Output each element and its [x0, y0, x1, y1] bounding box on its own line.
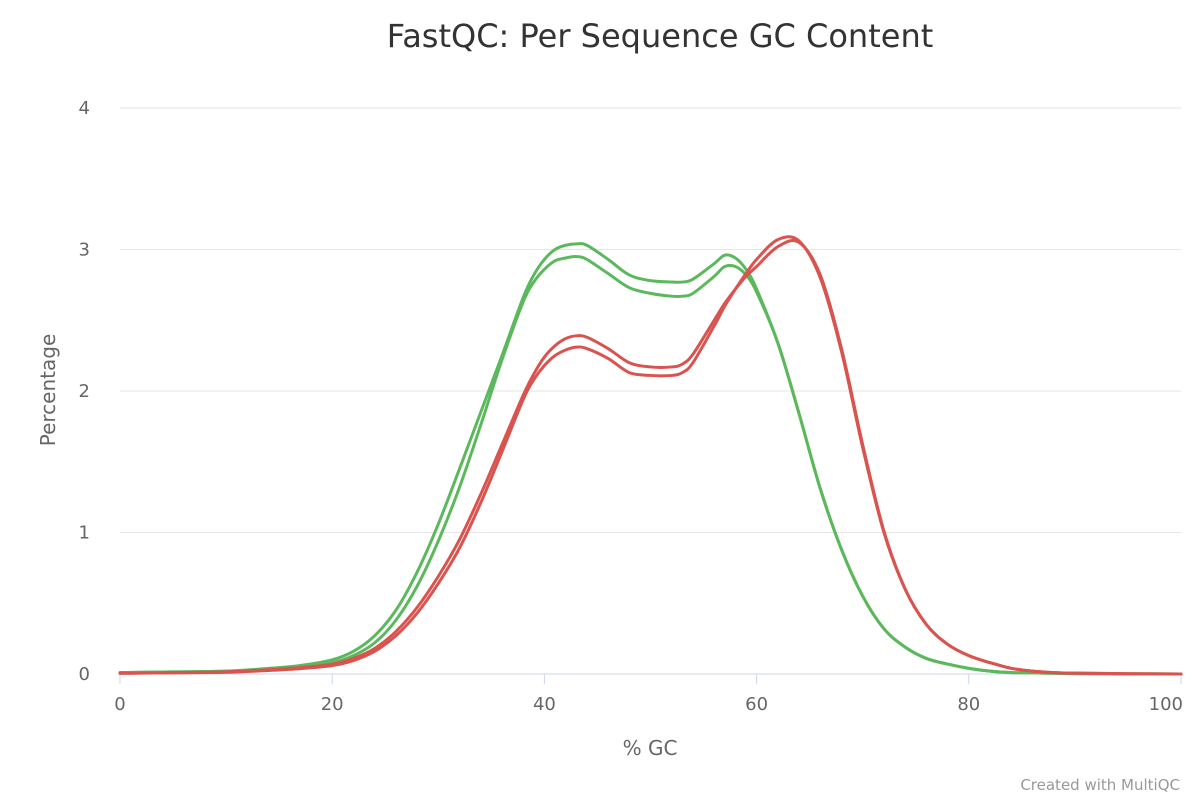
x-tick-label: 40 — [533, 694, 556, 715]
y-tick-label: 3 — [79, 240, 90, 261]
gridlines — [120, 107, 1181, 533]
x-axis-ticks: 0 20 40 60 80 100 — [114, 674, 1183, 715]
y-axis-ticks: 0 1 2 3 4 — [79, 98, 90, 685]
y-tick-label: 1 — [79, 523, 90, 544]
series-line-4[interactable] — [118, 235, 1183, 676]
y-tick-label: 0 — [79, 664, 90, 685]
series-line-1[interactable] — [118, 242, 1183, 676]
y-axis-label: Percentage — [36, 334, 60, 447]
x-tick-label: 80 — [957, 694, 980, 715]
x-tick-label: 100 — [1149, 694, 1183, 715]
series-layer — [118, 235, 1183, 676]
y-tick-label: 2 — [79, 381, 90, 402]
y-tick-label: 4 — [79, 98, 90, 119]
series-line-2[interactable] — [118, 255, 1183, 676]
x-tick-label: 20 — [321, 694, 344, 715]
chart-title: FastQC: Per Sequence GC Content — [387, 17, 934, 55]
x-axis-label: % GC — [623, 736, 678, 760]
credits-link[interactable]: Created with MultiQC — [1020, 776, 1180, 794]
x-tick-label: 60 — [745, 694, 768, 715]
series-line-3[interactable] — [118, 239, 1183, 676]
x-tick-label: 0 — [114, 694, 125, 715]
